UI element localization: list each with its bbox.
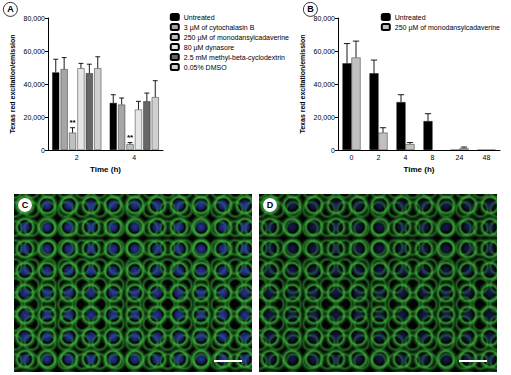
svg-text:0: 0 [41,147,45,154]
svg-text:**: ** [127,133,134,142]
svg-text:80,000: 80,000 [24,15,46,22]
svg-text:24: 24 [456,154,464,161]
svg-text:8: 8 [431,154,435,161]
svg-text:Untreated: Untreated [184,14,215,21]
html-text:C: C [21,200,29,210]
svg-text:Time (h): Time (h) [404,165,435,174]
svg-text:4: 4 [404,154,408,161]
svg-text:2: 2 [75,154,79,161]
svg-text:4: 4 [132,154,136,161]
svg-text:2: 2 [377,154,381,161]
svg-text:40,000: 40,000 [24,81,46,88]
svg-text:3 µM of cytochalasin B: 3 µM of cytochalasin B [184,24,255,32]
svg-text:80,000: 80,000 [314,15,336,22]
html-text:D: D [266,200,274,210]
svg-text:B: B [307,4,314,14]
svg-text:60,000: 60,000 [24,48,46,55]
svg-text:20,000: 20,000 [314,114,336,121]
svg-text:Untreated: Untreated [395,14,426,21]
svg-text:20,000: 20,000 [24,114,46,121]
svg-text:48: 48 [483,154,491,161]
svg-text:0: 0 [350,154,354,161]
svg-text:0: 0 [331,147,335,154]
svg-text:80 µM dynasore: 80 µM dynasore [184,44,234,52]
svg-text:2.5 mM methyl-beta-cyclodextri: 2.5 mM methyl-beta-cyclodextrin [184,54,285,62]
svg-text:Texas red excitation/emission: Texas red excitation/emission [299,34,306,133]
svg-text:0.05% DMSO: 0.05% DMSO [184,64,227,71]
svg-text:Texas red excitation/emission: Texas red excitation/emission [9,34,16,133]
svg-text:A: A [7,4,14,14]
svg-text:60,000: 60,000 [314,48,336,55]
svg-text:250 µM of monodansylcadaverine: 250 µM of monodansylcadaverine [395,24,500,32]
svg-text:250 µM of monodansylcadaverine: 250 µM of monodansylcadaverine [184,34,289,42]
svg-text:Time (h): Time (h) [90,165,121,174]
svg-text:40,000: 40,000 [314,81,336,88]
svg-text:**: ** [69,118,76,127]
